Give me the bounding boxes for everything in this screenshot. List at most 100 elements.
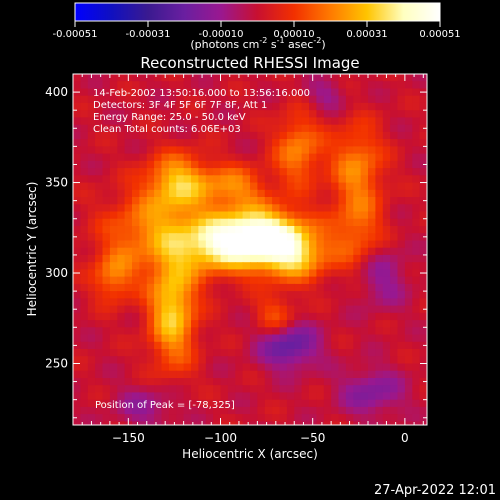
heatmap-pixel <box>286 131 295 140</box>
heatmap-pixel <box>323 291 332 299</box>
heatmap-pixel <box>183 356 192 364</box>
heatmap-pixel <box>87 356 96 364</box>
heatmap-pixel <box>309 102 317 111</box>
heatmap-pixel <box>117 320 126 328</box>
heatmap-pixel <box>132 102 140 111</box>
heatmap-pixel <box>368 175 376 184</box>
heatmap-pixel <box>87 363 96 372</box>
heatmap-pixel <box>109 211 118 220</box>
heatmap-pixel <box>191 276 199 285</box>
heatmap-pixel <box>331 197 340 205</box>
heatmap-pixel <box>390 429 398 437</box>
heatmap-pixel <box>242 218 251 227</box>
heatmap-pixel <box>154 392 163 401</box>
x-tick-label: −150 <box>112 431 145 445</box>
heatmap-pixel <box>139 370 148 379</box>
heatmap-pixel <box>375 283 384 292</box>
heatmap-pixel <box>353 117 362 126</box>
heatmap-pixel <box>176 305 185 314</box>
heatmap-pixel <box>109 254 118 263</box>
heatmap-pixel <box>198 320 207 328</box>
heatmap-pixel <box>168 102 177 111</box>
heatmap-pixel <box>338 247 347 256</box>
heatmap-pixel <box>338 312 347 321</box>
heatmap-pixel <box>368 341 376 350</box>
heatmap-pixel <box>146 95 155 104</box>
heatmap-pixel <box>146 240 155 249</box>
heatmap-pixel <box>168 247 177 256</box>
heatmap-pixel <box>102 175 111 184</box>
heatmap-pixel <box>132 153 140 162</box>
heatmap-pixel <box>397 117 406 126</box>
heatmap-pixel <box>286 421 295 425</box>
heatmap-pixel <box>168 254 177 263</box>
heatmap-pixel <box>139 204 148 213</box>
heatmap-pixel <box>73 349 81 357</box>
heatmap-pixel <box>375 189 384 198</box>
heatmap-pixel <box>412 378 421 386</box>
heatmap-pixel <box>309 356 317 364</box>
heatmap-pixel <box>382 327 391 336</box>
heatmap-pixel <box>360 81 369 89</box>
heatmap-pixel <box>264 363 273 372</box>
heatmap-pixel <box>412 95 421 104</box>
heatmap-pixel <box>176 378 185 386</box>
heatmap-pixel <box>205 247 214 256</box>
heatmap-pixel <box>286 291 295 299</box>
heatmap-pixel <box>345 102 354 111</box>
heatmap-pixel <box>109 327 118 336</box>
heatmap-pixel <box>286 298 295 307</box>
heatmap-pixel <box>412 160 421 169</box>
heatmap-pixel <box>404 139 413 147</box>
heatmap-pixel <box>427 414 435 422</box>
heatmap-pixel <box>257 175 266 184</box>
heatmap-pixel <box>257 349 266 357</box>
heatmap-pixel <box>161 240 170 249</box>
heatmap-pixel <box>286 269 295 278</box>
heatmap-pixel <box>154 298 163 307</box>
heatmap-pixel <box>198 240 207 249</box>
heatmap-pixel <box>382 341 391 350</box>
heatmap-pixel <box>345 204 354 213</box>
heatmap-pixel <box>213 131 222 140</box>
heatmap-pixel <box>331 370 340 379</box>
heatmap-pixel <box>154 197 163 205</box>
heatmap-pixel <box>368 218 376 227</box>
heatmap-pixel <box>213 392 222 401</box>
heatmap-pixel <box>264 102 273 111</box>
heatmap-pixel <box>117 392 126 401</box>
heatmap-pixel <box>146 262 155 270</box>
heatmap-pixel <box>390 110 399 118</box>
heatmap-pixel <box>264 341 273 350</box>
heatmap-pixel <box>345 110 354 118</box>
heatmap-pixel <box>146 385 155 393</box>
heatmap-pixel <box>316 233 325 241</box>
heatmap-pixel <box>375 197 384 205</box>
heatmap-pixel <box>220 291 229 299</box>
heatmap-pixel <box>419 254 427 263</box>
heatmap-pixel <box>412 276 421 285</box>
heatmap-pixel <box>132 189 140 198</box>
heatmap-pixel <box>124 247 133 256</box>
heatmap-pixel <box>205 327 214 336</box>
heatmap-pixel <box>382 392 391 401</box>
heatmap-pixel <box>368 414 376 422</box>
heatmap-pixel <box>213 378 222 386</box>
heatmap-pixel <box>294 247 303 256</box>
heatmap-pixel <box>294 204 303 213</box>
heatmap-pixel <box>294 218 303 227</box>
heatmap-pixel <box>368 399 376 408</box>
heatmap-pixel <box>139 421 148 425</box>
heatmap-pixel <box>213 291 222 299</box>
heatmap-pixel <box>198 95 207 104</box>
heatmap-pixel <box>375 233 384 241</box>
heatmap-pixel <box>124 262 133 270</box>
heatmap-pixel <box>198 385 207 393</box>
heatmap-pixel <box>412 146 421 155</box>
heatmap-pixel <box>154 429 162 437</box>
heatmap-pixel <box>168 81 177 89</box>
heatmap-pixel <box>191 320 199 328</box>
heatmap-pixel <box>191 291 199 299</box>
heatmap-pixel <box>161 312 170 321</box>
heatmap-pixel <box>117 139 126 147</box>
